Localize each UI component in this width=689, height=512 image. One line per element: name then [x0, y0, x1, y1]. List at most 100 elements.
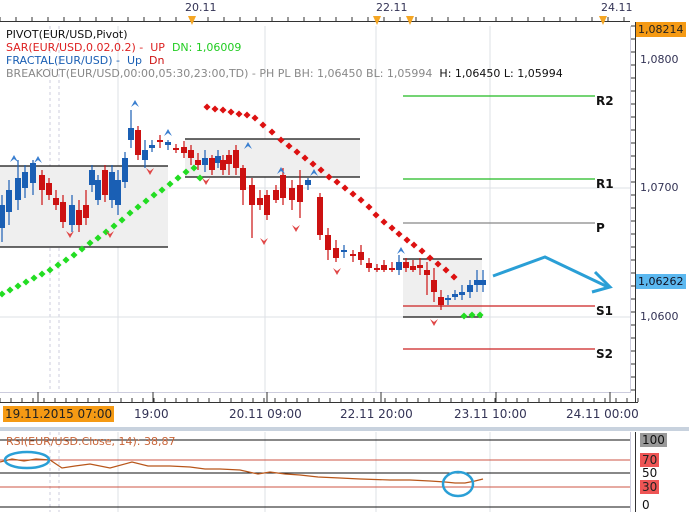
fractal-down-icon: [146, 168, 154, 175]
candle: [280, 175, 286, 198]
legend-sar-dn: DN: 1,06009: [171, 41, 242, 54]
candle: [149, 145, 155, 148]
fractal-up-icon: [397, 247, 405, 254]
legend-breakout-params: BREAKOUT(EUR/USD,00:00,05:30,23:00,TD) -…: [6, 67, 433, 80]
legend-sar-up: UP: [150, 41, 165, 54]
time-label: 24.11 00:00: [566, 407, 639, 421]
candle: [181, 147, 187, 153]
candle: [165, 142, 171, 145]
fractal-down-icon: [202, 178, 210, 185]
candle: [135, 130, 141, 155]
date-marker-icon[interactable]: [188, 16, 196, 25]
fractal-down-icon: [106, 231, 114, 238]
candle: [366, 263, 372, 268]
candle: [317, 197, 323, 235]
candle: [102, 170, 108, 195]
candle: [289, 188, 295, 200]
candle: [325, 235, 331, 250]
legend-breakout: BREAKOUT(EUR/USD,00:00,05:30,23:00,TD) -…: [6, 67, 563, 80]
candle: [438, 297, 444, 305]
candle: [297, 185, 303, 202]
fractal-up-icon: [164, 129, 172, 136]
candle: [22, 172, 28, 188]
candle: [445, 298, 451, 300]
rsi-level-50: 50: [642, 466, 658, 480]
candle: [467, 285, 473, 292]
fractal-down-icon: [66, 231, 74, 238]
candle: [273, 190, 279, 200]
candle: [69, 205, 75, 225]
candle: [240, 168, 246, 190]
legend-sar-name: SAR(EUR/USD,0.02,0.2) -: [6, 41, 144, 54]
legend-fractal-dn: Dn: [149, 54, 165, 67]
candle: [226, 155, 232, 164]
candle: [257, 198, 263, 205]
legend-fractal: FRACTAL(EUR/USD) - Up Dn: [6, 54, 164, 67]
candle: [381, 265, 387, 270]
rsi-pane[interactable]: RSI(EUR/USD.Close, 14): 38,87: [0, 432, 631, 512]
candle: [188, 150, 194, 158]
date-marker-icon[interactable]: [599, 16, 607, 25]
date-marker-icon[interactable]: [373, 16, 381, 25]
rsi-level-70: 70: [640, 453, 660, 467]
pivot-label-p: P: [596, 221, 605, 235]
date-marker-icon[interactable]: [406, 16, 414, 25]
candle: [233, 150, 239, 168]
current-price-badge: 1,06262: [636, 274, 686, 289]
price-axis[interactable]: 1,08214 1,0800 1,0700 1,0600 1,06262: [631, 22, 689, 402]
candle: [95, 180, 101, 200]
time-axis[interactable]: 19.11.2015 07:00 19:00 20.11 09:00 22.11 2…: [0, 392, 640, 424]
time-label: 22.11 20:00: [340, 407, 413, 421]
candle: [39, 175, 45, 190]
legend-pivot: PIVOT(EUR/USD,Pivot): [6, 28, 128, 41]
candle: [209, 158, 215, 170]
candle: [0, 205, 5, 228]
pivot-label-s1: S1: [596, 304, 613, 318]
legend-fractal-up: Up: [126, 54, 143, 67]
candle: [202, 158, 208, 165]
candle: [157, 140, 163, 142]
candle: [195, 160, 201, 165]
candle: [396, 262, 402, 270]
candle: [374, 268, 380, 270]
candle: [30, 163, 36, 183]
candle: [389, 268, 395, 270]
top-date-label: 24.11: [601, 1, 633, 14]
candle: [142, 150, 148, 160]
legend-fractal-name: FRACTAL(EUR/USD) -: [6, 54, 120, 67]
candle: [305, 180, 311, 185]
candle: [83, 205, 89, 218]
pivot-label-s2: S2: [596, 347, 613, 361]
fractal-up-icon: [131, 100, 139, 107]
candle: [15, 178, 21, 200]
candle: [89, 170, 95, 185]
fractal-down-icon: [260, 238, 268, 245]
rsi-axis: 100 70 50 30 0: [631, 432, 689, 512]
fractal-up-icon: [310, 169, 318, 176]
candle: [249, 185, 255, 205]
price-label: 1,0800: [640, 53, 679, 66]
fractal-up-icon: [244, 142, 252, 149]
candle: [6, 190, 12, 212]
legend-breakout-hl: H: 1,06450 L: 1,05994: [439, 67, 563, 80]
fractal-up-icon: [277, 167, 285, 174]
pane-splitter[interactable]: [0, 427, 689, 431]
top-date-label: 22.11: [376, 1, 408, 14]
fractal-down-icon: [430, 319, 438, 326]
main-chart-area[interactable]: PIVOT(EUR/USD,Pivot) SAR(EUR/USD,0.02,0.…: [0, 26, 631, 393]
candle: [76, 210, 82, 225]
candle: [333, 248, 339, 258]
candle: [128, 128, 134, 140]
pivot-label-r2: R2: [596, 94, 614, 108]
top-date-label: 20.11: [185, 1, 217, 14]
candle: [403, 262, 409, 268]
candle: [173, 148, 179, 150]
candle: [424, 270, 430, 275]
candle: [215, 156, 221, 163]
fractal-down-icon: [292, 225, 300, 232]
candle: [350, 254, 356, 256]
candle: [53, 198, 59, 205]
candle: [264, 195, 270, 215]
candle: [452, 294, 458, 297]
rsi-level-0: 0: [642, 498, 650, 512]
